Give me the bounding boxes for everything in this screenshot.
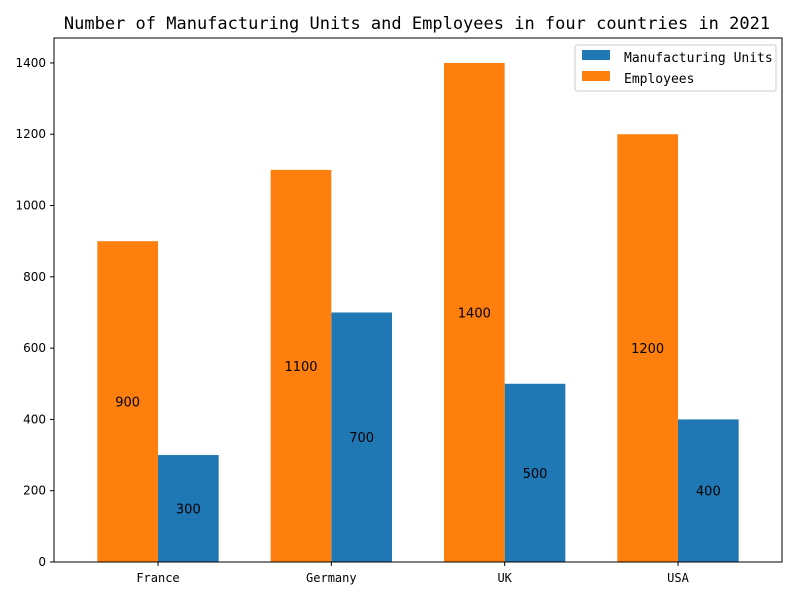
legend: Manufacturing Units Employees (574, 44, 777, 92)
bar-employees-usa (617, 134, 678, 562)
y-tick-label: 1400 (15, 56, 46, 70)
y-tick-label: 1000 (15, 199, 46, 213)
x-tick-label: France (136, 571, 179, 585)
data-label: 1100 (284, 360, 317, 375)
bar-employees-france (97, 241, 158, 563)
data-label: 300 (176, 503, 201, 518)
data-label: 900 (115, 396, 140, 411)
legend-swatch-employees (582, 71, 610, 81)
data-labels-group: 300 700 500 400 900 1100 1400 1200 (115, 306, 720, 517)
bar-manufacturing-units-germany (331, 312, 392, 562)
x-tick-label: UK (497, 571, 512, 585)
bar-manufacturing-units-usa (678, 419, 739, 562)
legend-swatch-manufacturing-units (582, 50, 610, 60)
chart-title: Number of Manufacturing Units and Employ… (64, 14, 770, 34)
legend-label-manufacturing-units: Manufacturing Units (624, 51, 773, 66)
data-label: 1400 (458, 306, 491, 321)
y-tick-label: 800 (23, 270, 46, 284)
y-tick-label: 200 (23, 484, 46, 498)
data-label: 500 (523, 467, 548, 482)
bars-group (97, 62, 739, 563)
x-axis: France Germany UK USA (136, 562, 690, 585)
y-tick-label: 0 (38, 555, 46, 569)
y-tick-label: 600 (23, 341, 46, 355)
bar-employees-uk (444, 62, 505, 562)
plot-frame (53, 37, 783, 563)
y-tick-label: 1200 (15, 127, 46, 141)
legend-box (574, 44, 777, 92)
x-tick-label: Germany (306, 571, 357, 585)
data-label: 700 (349, 431, 374, 446)
bar-manufacturing-units-uk (504, 383, 566, 562)
x-tick-label: USA (667, 571, 689, 585)
legend-label-employees: Employees (624, 72, 694, 87)
bar-employees-germany (270, 169, 332, 562)
bar-manufacturing-units-france (158, 455, 219, 562)
data-label: 1200 (631, 342, 664, 357)
y-tick-label: 400 (23, 412, 46, 426)
data-label: 400 (696, 485, 721, 500)
y-axis: 0 200 400 600 800 1000 1200 1400 (15, 56, 54, 569)
